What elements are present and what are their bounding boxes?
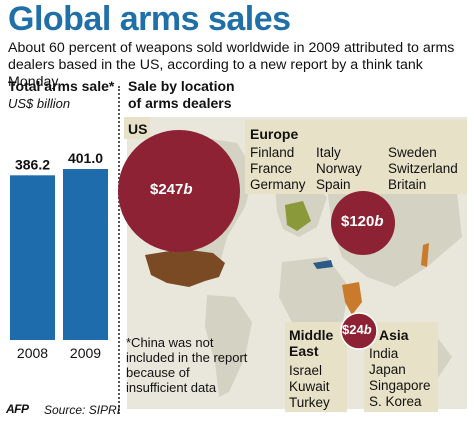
source-text: Source: SIPRI (44, 403, 121, 417)
us-label-panel (124, 117, 150, 139)
us-bubble-label: $247b (150, 181, 193, 198)
country-spain: Spain (316, 177, 351, 192)
country-turkey: Turkey (289, 395, 330, 410)
afp-logo: AFP (6, 402, 29, 416)
country-japan: Japan (369, 362, 406, 377)
country-norway: Norway (316, 161, 362, 176)
country-kuwait: Kuwait (289, 379, 330, 394)
country-germany: Germany (250, 177, 306, 192)
europe-countries-col3: Sweden Switzerland Britain (388, 145, 458, 193)
asia-label: Asia (379, 327, 409, 343)
country-s-korea: S. Korea (369, 394, 422, 409)
india-shape (342, 282, 362, 315)
middle-east-panel (285, 322, 347, 412)
country-israel: Israel (289, 363, 323, 378)
south-america-shape (205, 295, 252, 397)
bar-category-label: 2008 (17, 345, 48, 361)
europe-bubble (331, 191, 395, 255)
bar-2008 (10, 175, 55, 340)
china-note: *China was not included in the report be… (126, 335, 248, 395)
country-singapore: Singapore (369, 378, 431, 393)
middle-east-label-line2: East (289, 343, 319, 359)
middle-east-label-line1: Middle (289, 327, 334, 343)
asia-countries: India Japan Singapore S. Korea (369, 346, 431, 410)
country-britain: Britain (388, 177, 427, 192)
europe-bubble-label: $120b (341, 213, 384, 230)
europe-label: Europe (250, 126, 299, 142)
us-shape (145, 249, 225, 287)
divider (118, 86, 120, 414)
turkey-shape (313, 260, 333, 269)
asia-bubble-label: $24b (342, 322, 372, 337)
europe-panel (245, 120, 467, 194)
us-label: US (128, 121, 148, 137)
us-bubble (118, 130, 240, 252)
map-title-line2: of arms dealers (128, 95, 232, 111)
bar-chart-unit: US$ billion (8, 96, 71, 111)
map-title: Sale by location of arms dealers (128, 78, 235, 112)
country-italy: Italy (316, 145, 341, 160)
country-india: India (369, 346, 399, 361)
middle-east-countries: Israel Kuwait Turkey (289, 363, 330, 411)
bar-value-label: 386.2 (15, 156, 50, 172)
bar-2009 (63, 169, 108, 340)
bar-value-label: 401.0 (68, 150, 103, 166)
europe-highlight (285, 201, 311, 231)
country-switzerland: Switzerland (388, 161, 458, 176)
subtitle: About 60 percent of weapons sold worldwi… (8, 40, 455, 90)
country-sweden: Sweden (388, 145, 437, 160)
page-title: Global arms sales (8, 0, 291, 38)
country-finland: Finland (250, 145, 295, 160)
europe-countries-col1: Finland France Germany (250, 145, 306, 193)
asia-bubble (340, 312, 378, 350)
bar-chart-title: Total arms sale* (8, 78, 115, 94)
country-france: France (250, 161, 293, 176)
japan-shape (421, 243, 429, 267)
bar-category-label: 2009 (70, 345, 101, 361)
middle-east-label: Middle East (289, 327, 333, 359)
europe-countries-col2: Italy Norway Spain (316, 145, 362, 193)
map-title-line1: Sale by location (128, 78, 235, 94)
